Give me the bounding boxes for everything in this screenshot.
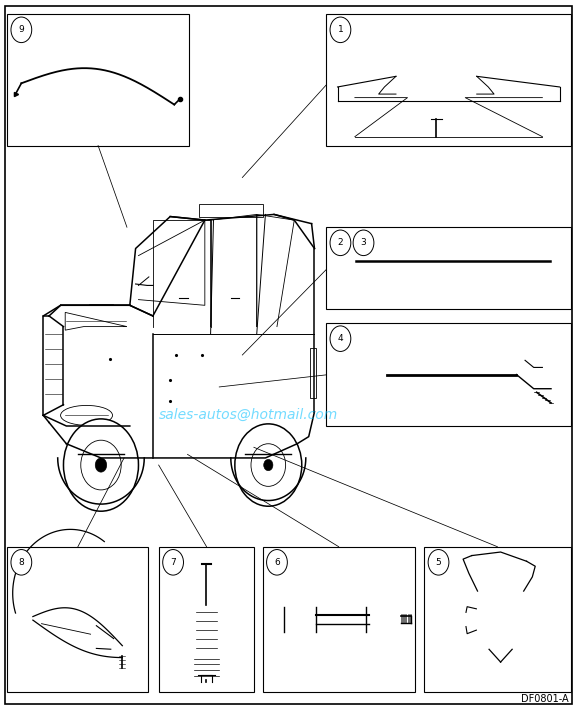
Bar (519, 124, 526, 129)
Circle shape (235, 424, 302, 506)
Ellipse shape (425, 49, 448, 70)
Circle shape (386, 96, 394, 106)
Circle shape (477, 589, 525, 649)
Ellipse shape (394, 586, 398, 652)
Ellipse shape (389, 600, 393, 639)
Circle shape (19, 599, 47, 633)
Ellipse shape (413, 43, 459, 82)
Circle shape (554, 258, 560, 265)
Circle shape (352, 353, 387, 395)
Circle shape (361, 364, 378, 385)
Circle shape (114, 635, 131, 656)
Bar (196, 605, 217, 655)
Text: 3: 3 (361, 239, 366, 247)
Bar (194, 655, 219, 680)
Circle shape (514, 623, 520, 630)
Circle shape (251, 444, 286, 486)
Bar (326, 323, 571, 426)
Ellipse shape (282, 596, 286, 642)
Bar (475, 548, 527, 561)
Circle shape (330, 326, 351, 351)
Text: 9: 9 (18, 26, 24, 34)
Bar (326, 227, 571, 309)
Text: sales-autos@hotmail.com: sales-autos@hotmail.com (159, 408, 338, 422)
Circle shape (11, 550, 32, 575)
Circle shape (95, 458, 107, 472)
Circle shape (63, 419, 138, 511)
Ellipse shape (303, 596, 308, 642)
Circle shape (264, 459, 273, 471)
Ellipse shape (374, 595, 379, 643)
Circle shape (330, 230, 351, 256)
Text: 7: 7 (170, 558, 176, 567)
Circle shape (496, 613, 505, 625)
Bar (263, 547, 415, 692)
Circle shape (84, 626, 109, 657)
Ellipse shape (379, 602, 383, 637)
Circle shape (346, 258, 352, 265)
Bar (310, 348, 316, 398)
Bar (7, 547, 148, 692)
Circle shape (11, 17, 32, 43)
Bar (424, 547, 571, 692)
Circle shape (488, 599, 493, 606)
Circle shape (204, 675, 209, 681)
Circle shape (428, 550, 449, 575)
Text: 6: 6 (274, 558, 280, 567)
Ellipse shape (432, 54, 441, 62)
Circle shape (478, 96, 486, 106)
Circle shape (498, 638, 504, 645)
Ellipse shape (298, 606, 302, 632)
Ellipse shape (61, 405, 113, 425)
Text: 1: 1 (338, 26, 343, 34)
Circle shape (26, 608, 40, 625)
Ellipse shape (364, 599, 368, 639)
Circle shape (489, 605, 512, 633)
Ellipse shape (287, 606, 292, 632)
Ellipse shape (293, 596, 297, 642)
Circle shape (330, 17, 351, 43)
Circle shape (481, 623, 487, 630)
Text: DF0801-A: DF0801-A (520, 694, 568, 704)
Circle shape (81, 440, 121, 490)
Circle shape (342, 253, 356, 270)
Polygon shape (65, 312, 127, 330)
Ellipse shape (369, 605, 373, 634)
Circle shape (550, 253, 564, 270)
Circle shape (522, 356, 551, 392)
Ellipse shape (384, 591, 388, 648)
Circle shape (531, 367, 542, 382)
Text: 4: 4 (338, 334, 343, 343)
Circle shape (91, 634, 102, 648)
Circle shape (163, 550, 183, 575)
Circle shape (494, 653, 508, 670)
Bar (326, 14, 571, 146)
Bar (7, 14, 189, 146)
Bar (159, 547, 254, 692)
Text: 5: 5 (436, 558, 441, 567)
Text: 8: 8 (18, 558, 24, 567)
Circle shape (353, 230, 374, 256)
Bar (199, 204, 263, 217)
Circle shape (508, 599, 514, 606)
Circle shape (267, 550, 287, 575)
Text: 2: 2 (338, 239, 343, 247)
Ellipse shape (308, 606, 313, 632)
